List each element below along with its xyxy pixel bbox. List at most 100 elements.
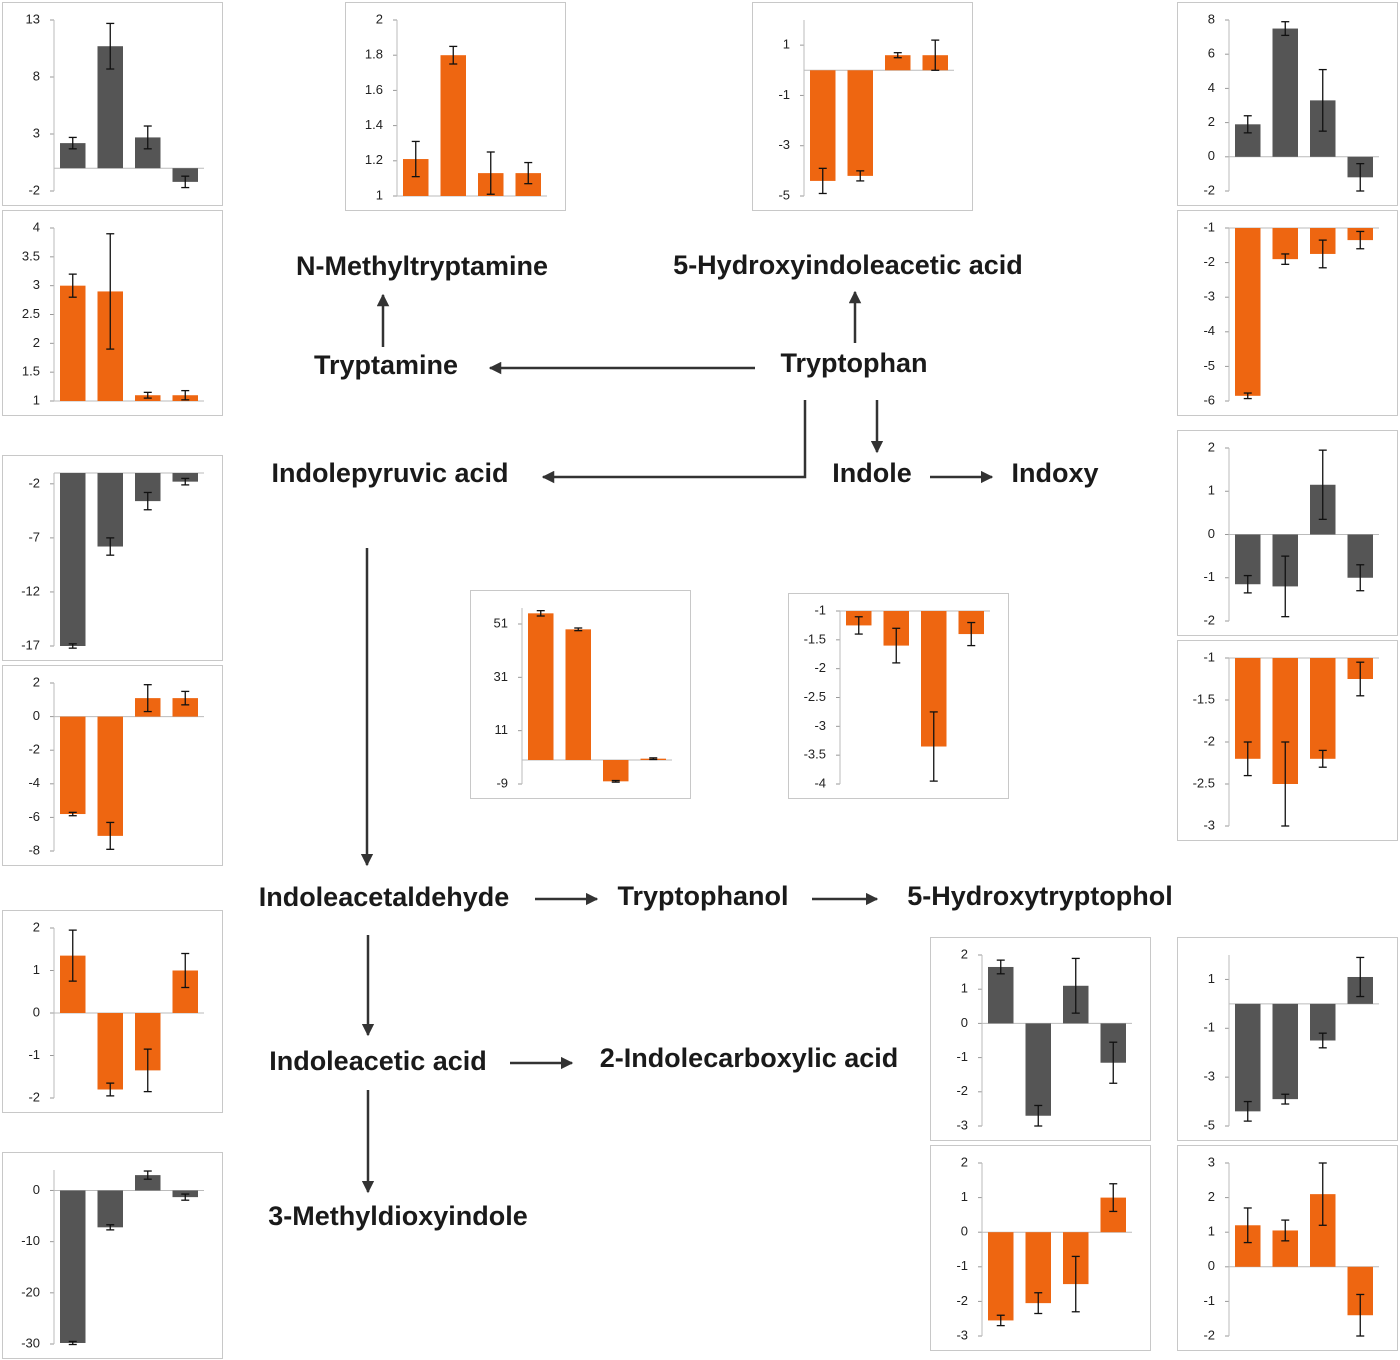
y-tick-label: -30 <box>21 1335 40 1350</box>
y-tick-label: -5 <box>778 187 790 202</box>
y-tick-label: 3 <box>33 277 40 292</box>
y-tick-label: 3 <box>1208 1154 1215 1169</box>
y-tick-label: 1 <box>783 37 790 52</box>
y-tick-label: -2.5 <box>804 689 826 704</box>
y-tick-label: 1 <box>961 1189 968 1204</box>
bar-chart: -1 -1.5 -2 -2.5 -3 -3.5 -4 <box>788 593 1009 799</box>
y-tick-label: -1 <box>814 602 826 617</box>
y-tick-label: -2 <box>1203 182 1215 197</box>
y-tick-label: -3 <box>1203 289 1215 304</box>
y-tick-label: 1 <box>376 187 383 202</box>
bar <box>1272 28 1298 157</box>
y-tick-label: -5 <box>1203 358 1215 373</box>
bar <box>603 760 629 782</box>
y-tick-label: -1 <box>778 87 790 102</box>
y-tick-label: 3 <box>33 125 40 140</box>
y-tick-label: -2 <box>1203 612 1215 627</box>
node-label: Tryptamine <box>314 350 458 380</box>
bar-chart: 2 1 0 -1 -2 -3 <box>930 1145 1151 1351</box>
node-label: Indoleacetaldehyde <box>259 882 510 912</box>
y-tick-label: 1 <box>961 981 968 996</box>
y-tick-label: 0 <box>33 1182 40 1197</box>
bar <box>847 70 873 176</box>
y-tick-label: 0 <box>1208 1258 1215 1273</box>
bar-chart: 2 1 0 -1 -2 <box>2 910 223 1113</box>
y-tick-label: 0 <box>961 1224 968 1239</box>
y-tick-label: -1 <box>1203 649 1215 664</box>
y-tick-label: -1 <box>956 1258 968 1273</box>
y-tick-label: 0 <box>961 1015 968 1030</box>
y-tick-label: 13 <box>26 11 40 26</box>
bar-chart: 2 1.8 1.6 1.4 1.2 1 <box>345 2 566 211</box>
bar <box>988 1232 1014 1321</box>
bar-chart: -1 -1.5 -2 -2.5 -3 <box>1177 640 1398 841</box>
node-label: 5-Hydroxyindoleacetic acid <box>673 250 1023 280</box>
y-tick-label: 51 <box>494 615 508 630</box>
bar <box>565 629 591 760</box>
y-tick-label: -12 <box>21 583 40 598</box>
y-tick-label: -8 <box>28 842 40 857</box>
y-tick-label: 2 <box>961 1154 968 1169</box>
bar <box>810 70 836 181</box>
y-tick-label: 2 <box>961 946 968 961</box>
node-label: Indole <box>832 458 912 488</box>
y-tick-label: 1 <box>1208 971 1215 986</box>
y-tick-label: -3.5 <box>804 747 826 762</box>
y-tick-label: 0 <box>1208 148 1215 163</box>
y-tick-label: 8 <box>33 68 40 83</box>
y-tick-label: 4 <box>33 219 40 234</box>
bar-chart: 13 8 3 -2 <box>2 2 223 206</box>
y-tick-label: -1 <box>1203 1020 1215 1035</box>
bar-chart: 2 1 0 -1 -2 -3 <box>930 937 1151 1141</box>
bar <box>885 55 911 71</box>
y-tick-label: 8 <box>1208 11 1215 26</box>
node-label: 5-Hydroxytryptophol <box>907 881 1173 911</box>
bar-chart: -1 -2 -3 -4 -5 -6 <box>1177 210 1398 416</box>
y-tick-label: 31 <box>494 669 508 684</box>
y-tick-label: 1.6 <box>365 82 383 97</box>
y-tick-label: -2 <box>28 1089 40 1104</box>
y-tick-label: 2 <box>33 674 40 689</box>
y-tick-label: 2.5 <box>22 306 40 321</box>
bar-chart: 1 -1 -3 -5 <box>1177 937 1398 1141</box>
bar <box>60 285 86 401</box>
bar-chart: 51 31 11 -9 <box>470 590 691 799</box>
y-tick-label: -7 <box>28 529 40 544</box>
bar <box>440 55 466 197</box>
node-label: Tryptophan <box>781 348 928 378</box>
bar <box>97 1190 123 1228</box>
bar <box>60 716 86 815</box>
arrows <box>360 290 994 1194</box>
y-tick-label: -2.5 <box>1193 775 1215 790</box>
y-tick-label: 1.5 <box>22 364 40 379</box>
y-tick-label: -2 <box>1203 733 1215 748</box>
y-tick-label: 1 <box>1208 483 1215 498</box>
y-tick-label: 2 <box>1208 1189 1215 1204</box>
bar-chart: -2 -7 -12 -17 <box>2 455 223 661</box>
bar-chart: 0 -10 -20 -30 <box>2 1152 223 1359</box>
bar-chart: 3 2 1 0 -1 -2 <box>1177 1145 1398 1351</box>
y-tick-label: -3 <box>778 137 790 152</box>
y-tick-label: 4 <box>1208 80 1215 95</box>
bar <box>172 698 198 717</box>
bar <box>1235 228 1261 396</box>
y-tick-label: -9 <box>496 775 508 790</box>
y-tick-label: -1.5 <box>804 631 826 646</box>
node-label: 3-Methyldioxyindole <box>268 1201 528 1231</box>
y-tick-label: 6 <box>1208 46 1215 61</box>
y-tick-label: -3 <box>956 1117 968 1132</box>
y-tick-label: -4 <box>1203 323 1215 338</box>
bar <box>97 473 123 547</box>
y-tick-label: -1 <box>1203 219 1215 234</box>
y-tick-label: 1.2 <box>365 152 383 167</box>
bar <box>988 966 1014 1024</box>
y-tick-label: -17 <box>21 637 40 652</box>
y-tick-label: 1 <box>1208 1224 1215 1239</box>
bar <box>1025 1023 1051 1116</box>
y-tick-label: 1.4 <box>365 117 383 132</box>
node-label: N-Methyltryptamine <box>296 251 548 281</box>
y-tick-label: 0 <box>1208 526 1215 541</box>
y-tick-label: -2 <box>956 1293 968 1308</box>
y-tick-label: 2 <box>376 11 383 26</box>
